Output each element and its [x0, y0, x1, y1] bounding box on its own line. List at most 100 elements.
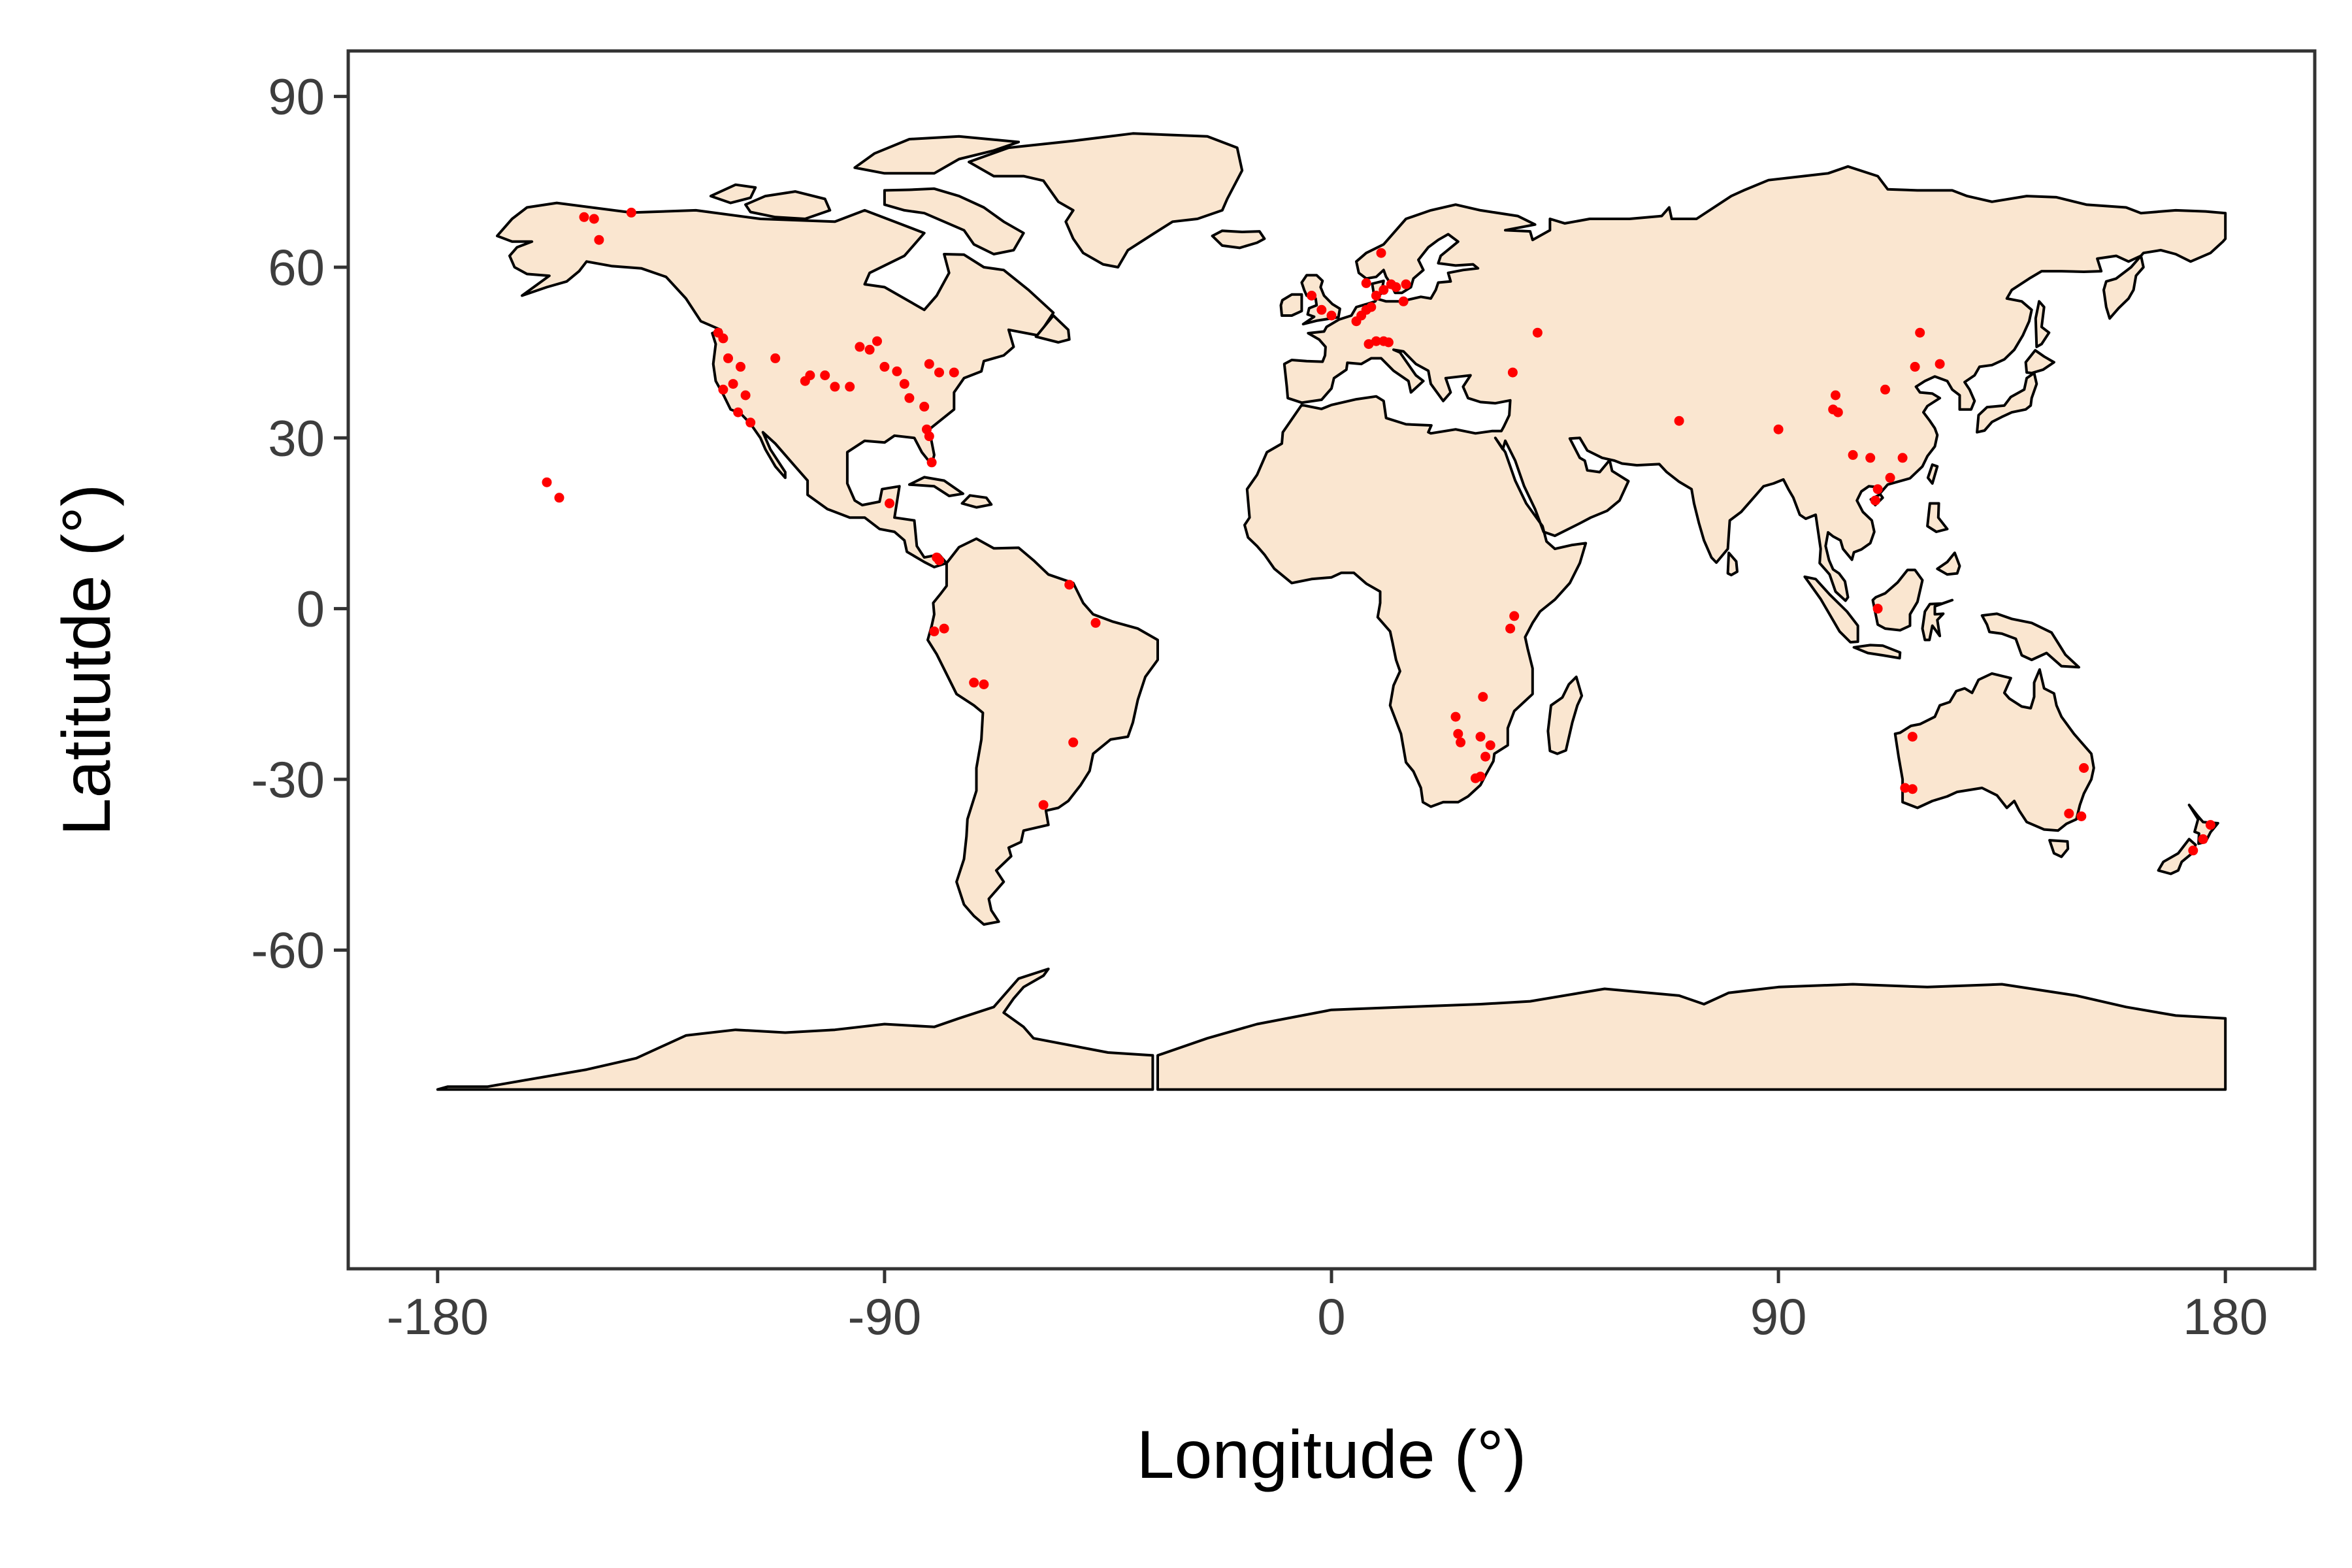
data-point	[1401, 279, 1411, 289]
y-tick-label: 60	[268, 238, 325, 296]
data-point	[1316, 304, 1327, 315]
data-point	[1456, 737, 1466, 747]
data-point	[1935, 359, 1945, 369]
data-point	[892, 366, 902, 376]
data-point	[924, 359, 934, 369]
land-layer	[436, 132, 2227, 1091]
data-point	[718, 333, 728, 344]
data-point	[879, 361, 890, 372]
data-point	[1383, 337, 1394, 348]
data-point	[1897, 453, 1908, 463]
data-point	[1507, 367, 1518, 378]
data-point	[1376, 248, 1386, 258]
land-hokkaido	[2024, 349, 2055, 374]
data-point	[845, 382, 855, 392]
data-point	[1364, 339, 1374, 350]
land-south-america	[926, 537, 1159, 926]
data-point	[2198, 834, 2208, 844]
data-point	[979, 679, 989, 689]
data-point	[949, 367, 959, 378]
land-antarctica-east	[1156, 983, 2227, 1091]
data-point	[924, 431, 934, 442]
data-point	[1361, 278, 1371, 288]
data-point	[1907, 732, 1918, 742]
land-mindanao	[1936, 551, 1961, 576]
land-taiwan	[1926, 463, 1939, 485]
data-point	[1848, 449, 1858, 460]
data-point	[2076, 811, 2087, 821]
data-point	[1038, 800, 1049, 810]
data-point	[1478, 692, 1488, 702]
land-sulawesi	[1921, 598, 1954, 642]
land-madagascar	[1546, 676, 1584, 755]
data-point	[2079, 763, 2089, 773]
data-point	[1485, 740, 1495, 751]
data-point	[1907, 784, 1918, 794]
data-point	[728, 379, 738, 389]
data-point	[1532, 327, 1543, 338]
data-point	[1371, 336, 1381, 346]
data-point	[1872, 484, 1883, 495]
data-point	[1326, 310, 1337, 321]
data-point	[594, 235, 604, 245]
x-tick-label: 0	[1317, 1288, 1345, 1345]
x-tick-label: -90	[848, 1288, 922, 1345]
data-point	[740, 390, 751, 400]
data-point	[1915, 327, 1925, 338]
data-point	[736, 361, 745, 372]
data-point	[864, 344, 875, 355]
data-point	[1833, 407, 1843, 417]
data-point	[1450, 711, 1461, 722]
y-axis: 90 60 30 0 -30 -60	[251, 68, 348, 979]
data-point	[1391, 282, 1401, 292]
land-greenland	[968, 132, 1244, 269]
y-tick-label: 30	[268, 409, 325, 466]
data-point	[554, 493, 564, 503]
data-point	[830, 382, 840, 392]
land-europe-asia	[1243, 165, 2227, 808]
land-sri-lanka	[1726, 551, 1739, 577]
data-point	[770, 353, 781, 363]
data-point	[626, 207, 636, 218]
land-borneo	[1871, 568, 1924, 632]
map-panel	[346, 49, 2317, 1271]
data-point	[542, 477, 552, 487]
land-hispaniola	[960, 494, 993, 509]
data-point	[1470, 773, 1480, 783]
data-point	[820, 370, 830, 380]
data-point	[718, 384, 728, 395]
land-luzon	[1926, 502, 1949, 533]
data-point	[872, 336, 882, 346]
data-point	[1880, 384, 1890, 395]
land-sakhalin	[2034, 300, 2051, 348]
points-layer	[542, 207, 2215, 856]
data-point	[929, 626, 939, 636]
data-point	[1366, 302, 1377, 312]
x-tick-label: 180	[2183, 1288, 2268, 1345]
data-point	[1910, 361, 1920, 372]
land-newfoundland	[1034, 314, 1071, 344]
data-point	[1865, 453, 1876, 463]
land-ireland	[1279, 293, 1303, 317]
data-point	[904, 393, 915, 403]
data-point	[589, 214, 599, 224]
data-point	[2064, 808, 2074, 819]
land-banks-island	[709, 183, 757, 204]
x-tick-label: 90	[1750, 1288, 1807, 1345]
data-point	[1509, 611, 1520, 621]
data-point	[1064, 580, 1075, 590]
data-point	[1885, 472, 1895, 483]
data-point	[934, 555, 944, 566]
land-japan	[1976, 372, 2038, 434]
land-antarctica-west	[436, 968, 1154, 1091]
data-point	[1090, 617, 1101, 628]
data-point	[1475, 732, 1486, 742]
land-baffin-island	[883, 187, 1025, 255]
data-point	[885, 498, 894, 508]
land-ellesmere-island	[853, 135, 1021, 175]
x-tick-label: -180	[387, 1288, 489, 1345]
data-point	[733, 407, 743, 417]
data-point	[1453, 728, 1463, 739]
data-point	[1480, 751, 1491, 762]
